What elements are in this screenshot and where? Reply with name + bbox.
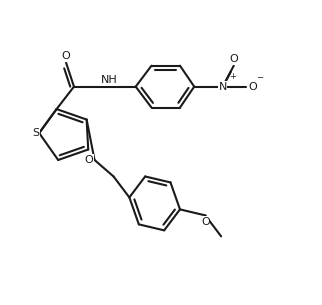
Text: O: O — [229, 54, 238, 64]
Text: N: N — [219, 82, 227, 92]
Text: O: O — [201, 217, 210, 227]
Text: NH: NH — [100, 75, 117, 85]
Text: O: O — [62, 51, 71, 61]
Text: −: − — [257, 73, 264, 82]
Text: O: O — [84, 155, 93, 165]
Text: S: S — [32, 128, 39, 138]
Text: +: + — [229, 72, 236, 81]
Text: O: O — [248, 82, 257, 92]
